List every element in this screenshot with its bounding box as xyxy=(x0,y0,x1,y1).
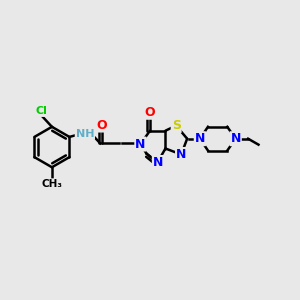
Text: N: N xyxy=(153,156,163,169)
Text: N: N xyxy=(176,148,186,161)
Text: N: N xyxy=(195,132,205,145)
Text: Cl: Cl xyxy=(36,106,47,116)
Text: O: O xyxy=(97,118,107,131)
Text: O: O xyxy=(145,106,155,119)
Text: NH: NH xyxy=(76,129,94,139)
Text: N: N xyxy=(135,138,146,151)
Text: N: N xyxy=(230,132,241,145)
Text: S: S xyxy=(172,119,181,132)
Text: CH₃: CH₃ xyxy=(41,179,62,189)
